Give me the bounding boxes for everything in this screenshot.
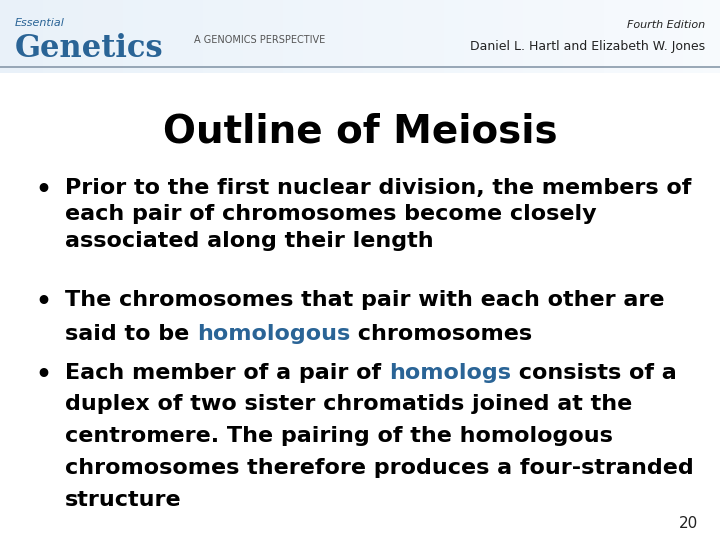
Text: Essential: Essential (14, 18, 64, 28)
Text: •: • (35, 178, 51, 202)
Text: homologous: homologous (197, 324, 350, 344)
Text: Prior to the first nuclear division, the members of each pair of chromosomes bec: Prior to the first nuclear division, the… (65, 178, 691, 251)
Text: Genetics: Genetics (14, 33, 163, 64)
Text: chromosomes therefore produces a four-stranded: chromosomes therefore produces a four-st… (65, 458, 693, 478)
Text: chromosomes: chromosomes (350, 324, 532, 344)
Text: consists of a: consists of a (510, 362, 676, 382)
Text: Each member of a pair of: Each member of a pair of (65, 362, 389, 382)
Text: 20: 20 (679, 516, 698, 531)
Text: Outline of Meiosis: Outline of Meiosis (163, 113, 557, 151)
Text: homologs: homologs (389, 362, 510, 382)
Text: centromere. The pairing of the homologous: centromere. The pairing of the homologou… (65, 426, 613, 446)
Text: •: • (35, 362, 51, 387)
Text: duplex of two sister chromatids joined at the: duplex of two sister chromatids joined a… (65, 394, 632, 414)
Text: The chromosomes that pair with each other are: The chromosomes that pair with each othe… (65, 290, 665, 310)
Text: Daniel L. Hartl and Elizabeth W. Jones: Daniel L. Hartl and Elizabeth W. Jones (470, 40, 706, 53)
Text: •: • (35, 290, 51, 314)
Text: Fourth Edition: Fourth Edition (627, 21, 706, 30)
Text: structure: structure (65, 490, 181, 510)
Text: said to be: said to be (65, 324, 197, 344)
Text: homologous: homologous (197, 324, 350, 344)
Text: Each member of a pair of: Each member of a pair of (65, 362, 389, 382)
Text: A GENOMICS PERSPECTIVE: A GENOMICS PERSPECTIVE (194, 35, 325, 45)
Text: said to be: said to be (65, 324, 197, 344)
Text: homologs: homologs (389, 362, 510, 382)
